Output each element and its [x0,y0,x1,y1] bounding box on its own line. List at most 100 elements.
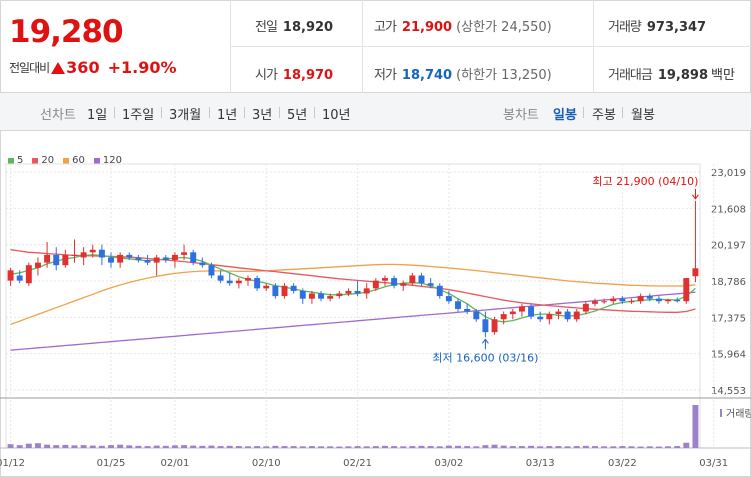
candle-body [171,254,178,261]
volume-bar [190,445,197,448]
volume-bar [217,446,224,448]
period-3y[interactable]: 3년 [252,108,273,123]
candle-body [162,257,169,261]
candle-body [509,311,516,315]
x-tick-label: 03/22 [608,458,637,469]
volume-bar [464,446,471,448]
volume-bar [628,446,635,448]
volume-bar [482,445,489,448]
volume-bar [601,446,608,448]
volume-bar [445,445,452,448]
volume-bar [290,446,297,448]
volume-bar [564,446,571,448]
stat-volume: 거래량 973,347 [608,20,707,35]
candle-body [98,249,105,258]
candle-body [235,280,242,284]
legend-ma60[interactable]: 60 [63,155,85,166]
x-tick-label: 01/12 [0,458,25,469]
volume-bar [409,446,416,448]
candle-body [381,278,388,281]
y-tick-label: 18,786 [711,277,746,288]
candle-body [354,290,361,294]
volume-bar [108,445,114,448]
period-1w[interactable]: 1주일 [122,108,155,123]
legend-ma5[interactable]: 5 [8,155,23,166]
volume-bar [327,446,334,448]
candle-body [272,285,279,297]
volume-bar [491,444,498,448]
candle-body [500,314,507,320]
candle-body [281,285,288,297]
candle-body [564,311,571,320]
ma60-swatch [63,157,70,164]
volume-bar [171,445,178,448]
volume-bar [80,445,87,448]
volume-bar [363,446,370,448]
candle-body [126,254,133,258]
candle-body [464,308,471,312]
volume-bar [637,446,644,448]
volume-bar [7,444,14,448]
legend-ma120[interactable]: 120 [93,155,122,166]
volume-bar [16,445,23,448]
candle-body [181,252,188,255]
candle-chart-label: 봉차트 [503,108,539,123]
volume-bar [345,446,352,448]
period-10y[interactable]: 10년 [322,108,351,123]
candle-body [619,298,626,302]
candle-body [62,254,69,266]
volume-bar [71,445,78,448]
volume-label: 거래량 [726,408,751,420]
candle-body [409,275,416,284]
period-1y[interactable]: 1년 [217,108,238,123]
volume-bar [44,444,51,448]
candle-body [135,257,142,261]
legend-ma20[interactable]: 20 [32,155,54,166]
candle-body [537,316,544,320]
x-tick-label: 01/25 [97,458,126,469]
volume-bar [573,446,580,448]
volume-bar [372,446,379,448]
candle-body [646,296,653,299]
tab-monthly[interactable]: 월봉 [631,108,655,123]
candle-body [80,252,87,258]
volume-bar [135,445,142,448]
volume-bar [98,445,105,448]
tab-weekly[interactable]: 주봉 [592,108,616,123]
y-tick-label: 14,553 [711,386,746,397]
candle-body [299,290,306,299]
period-5y[interactable]: 5년 [287,108,308,123]
volume-bar [299,446,306,448]
period-1d[interactable]: 1일 [87,108,108,123]
candle-body [217,275,224,281]
candle-body [199,262,206,266]
divider [161,107,162,118]
candle-body [628,301,635,303]
candle-body [445,296,452,302]
tab-daily[interactable]: 일봉 [553,108,577,123]
y-tick-label: 21,608 [711,204,746,215]
volume-bar [126,445,133,448]
high-annotation: 최고 21,900 (04/10) [592,175,698,188]
candle-body [117,254,124,263]
volume-bar [655,446,662,448]
volume-bar [272,445,279,448]
candle-body [254,278,261,289]
divider [209,107,210,118]
candle-body [455,301,461,309]
volume-bar [281,446,288,448]
volume-bar [53,445,60,448]
low-annotation: 최저 16,600 (03/16) [432,351,538,364]
candle-body [318,293,325,299]
candle-body [7,270,14,281]
stat-open: 시가 18,970 [255,68,334,83]
current-price: 19,280 [9,14,124,50]
volume-bar [354,446,361,448]
ma-legend: 5 20 60 120 [8,155,131,166]
period-3m[interactable]: 3개월 [169,108,202,123]
ma5-line [10,254,696,323]
stat-amount: 거래대금 19,898 백만 [608,68,735,83]
stat-low: 저가 18,740 (하한가 13,250) [374,68,552,83]
volume-bar [144,446,151,448]
divider [583,107,584,118]
